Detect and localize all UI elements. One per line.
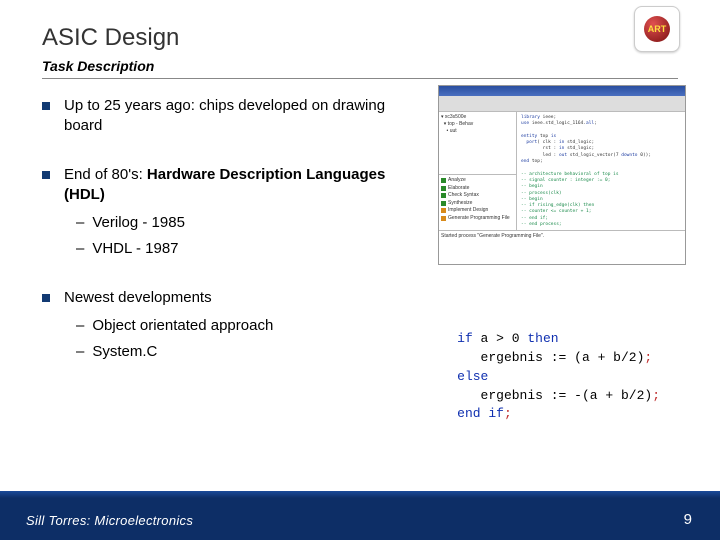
dash-icon: – [76,316,84,336]
code-kw: else [457,369,488,384]
check-icon [441,193,446,198]
check-icon [441,186,446,191]
ide-console-text: Started process "Generate Programming Fi… [441,233,683,239]
ide-proc-row: Implement Design [441,207,514,215]
content-area: Up to 25 years ago: chips developed on d… [42,96,422,368]
ide-proc-label: Analyze [448,177,466,185]
bullet-2-sub1-text: Verilog - 1985 [92,213,185,233]
warn-icon [441,216,446,221]
bullet-2-sub2-text: VHDL - 1987 [92,239,178,259]
code-kw: if [488,406,504,421]
ide-proc-label: Synthesize [448,200,472,208]
bullet-2-text: End of 80's: Hardware Description Langua… [64,165,422,206]
code-text: a > 0 [473,331,528,346]
ide-body: ▾ xc3s500e ▾ top - Behav • uut Analyze E… [439,112,685,230]
ide-proc-label: Generate Programming File [448,215,510,223]
bullet-3-sub2-text: System.C [92,342,157,362]
bullet-1-text: Up to 25 years ago: chips developed on d… [64,96,422,137]
ide-proc-row: Elaborate [441,185,514,193]
code-kw: then [527,331,558,346]
code-line: ergebnis := -(a + b/2) [457,388,652,403]
vhdl-code-snippet: if a > 0 then ergebnis := (a + b/2); els… [457,330,660,424]
ide-proc-row: Generate Programming File [441,215,514,223]
bullet-3-sub2: – System.C [76,342,422,362]
logo-badge: ART [634,6,680,52]
ide-screenshot: ▾ xc3s500e ▾ top - Behav • uut Analyze E… [438,85,686,265]
ide-process-list: Analyze Elaborate Check Syntax Synthesiz… [439,174,516,230]
footer-left: Sill Torres: Microelectronics [26,513,193,528]
ide-code-pane: library ieee; use ieee.std_logic_1164.al… [517,112,685,230]
ide-proc-label: Check Syntax [448,192,479,200]
bullet-2-sub2: – VHDL - 1987 [76,239,422,259]
bullet-1: Up to 25 years ago: chips developed on d… [42,96,422,137]
bullet-2: End of 80's: Hardware Description Langua… [42,165,422,206]
code-pun: ; [652,388,660,403]
warn-icon [441,208,446,213]
dash-icon: – [76,239,84,259]
ide-titlebar [439,86,685,96]
ide-tree: ▾ xc3s500e ▾ top - Behav • uut [439,112,516,174]
ide-proc-row: Analyze [441,177,514,185]
ide-proc-label: Elaborate [448,185,469,193]
page-number: 9 [684,511,692,528]
logo-icon: ART [644,16,670,42]
code-line: ergebnis := (a + b/2) [457,350,644,365]
ide-proc-row: Synthesize [441,200,514,208]
bullet-square-icon [42,171,50,179]
ide-console: Started process "Generate Programming Fi… [439,230,685,264]
title-divider [42,78,678,79]
ide-proc-row: Check Syntax [441,192,514,200]
dash-icon: – [76,342,84,362]
bullet-square-icon [42,102,50,110]
slide-subtitle: Task Description [42,58,154,74]
dash-icon: – [76,213,84,233]
check-icon [441,201,446,206]
ide-toolbar [439,96,685,112]
slide-title: ASIC Design [42,24,179,52]
bullet-3-text: Newest developments [64,288,212,308]
bullet-3: Newest developments [42,288,422,308]
footer: Sill Torres: Microelectronics 9 [0,498,720,540]
ide-left-pane: ▾ xc3s500e ▾ top - Behav • uut Analyze E… [439,112,517,230]
bullet-2-pre: End of 80's: [64,166,147,183]
code-kw: end [457,406,488,421]
code-kw: if [457,331,473,346]
ide-proc-label: Implement Design [448,207,488,215]
bullet-3-sub1-text: Object orientated approach [92,316,273,336]
bullet-2-sub1: – Verilog - 1985 [76,213,422,233]
check-icon [441,178,446,183]
code-pun: ; [504,406,512,421]
code-pun: ; [644,350,652,365]
bullet-square-icon [42,294,50,302]
bullet-3-sub1: – Object orientated approach [76,316,422,336]
